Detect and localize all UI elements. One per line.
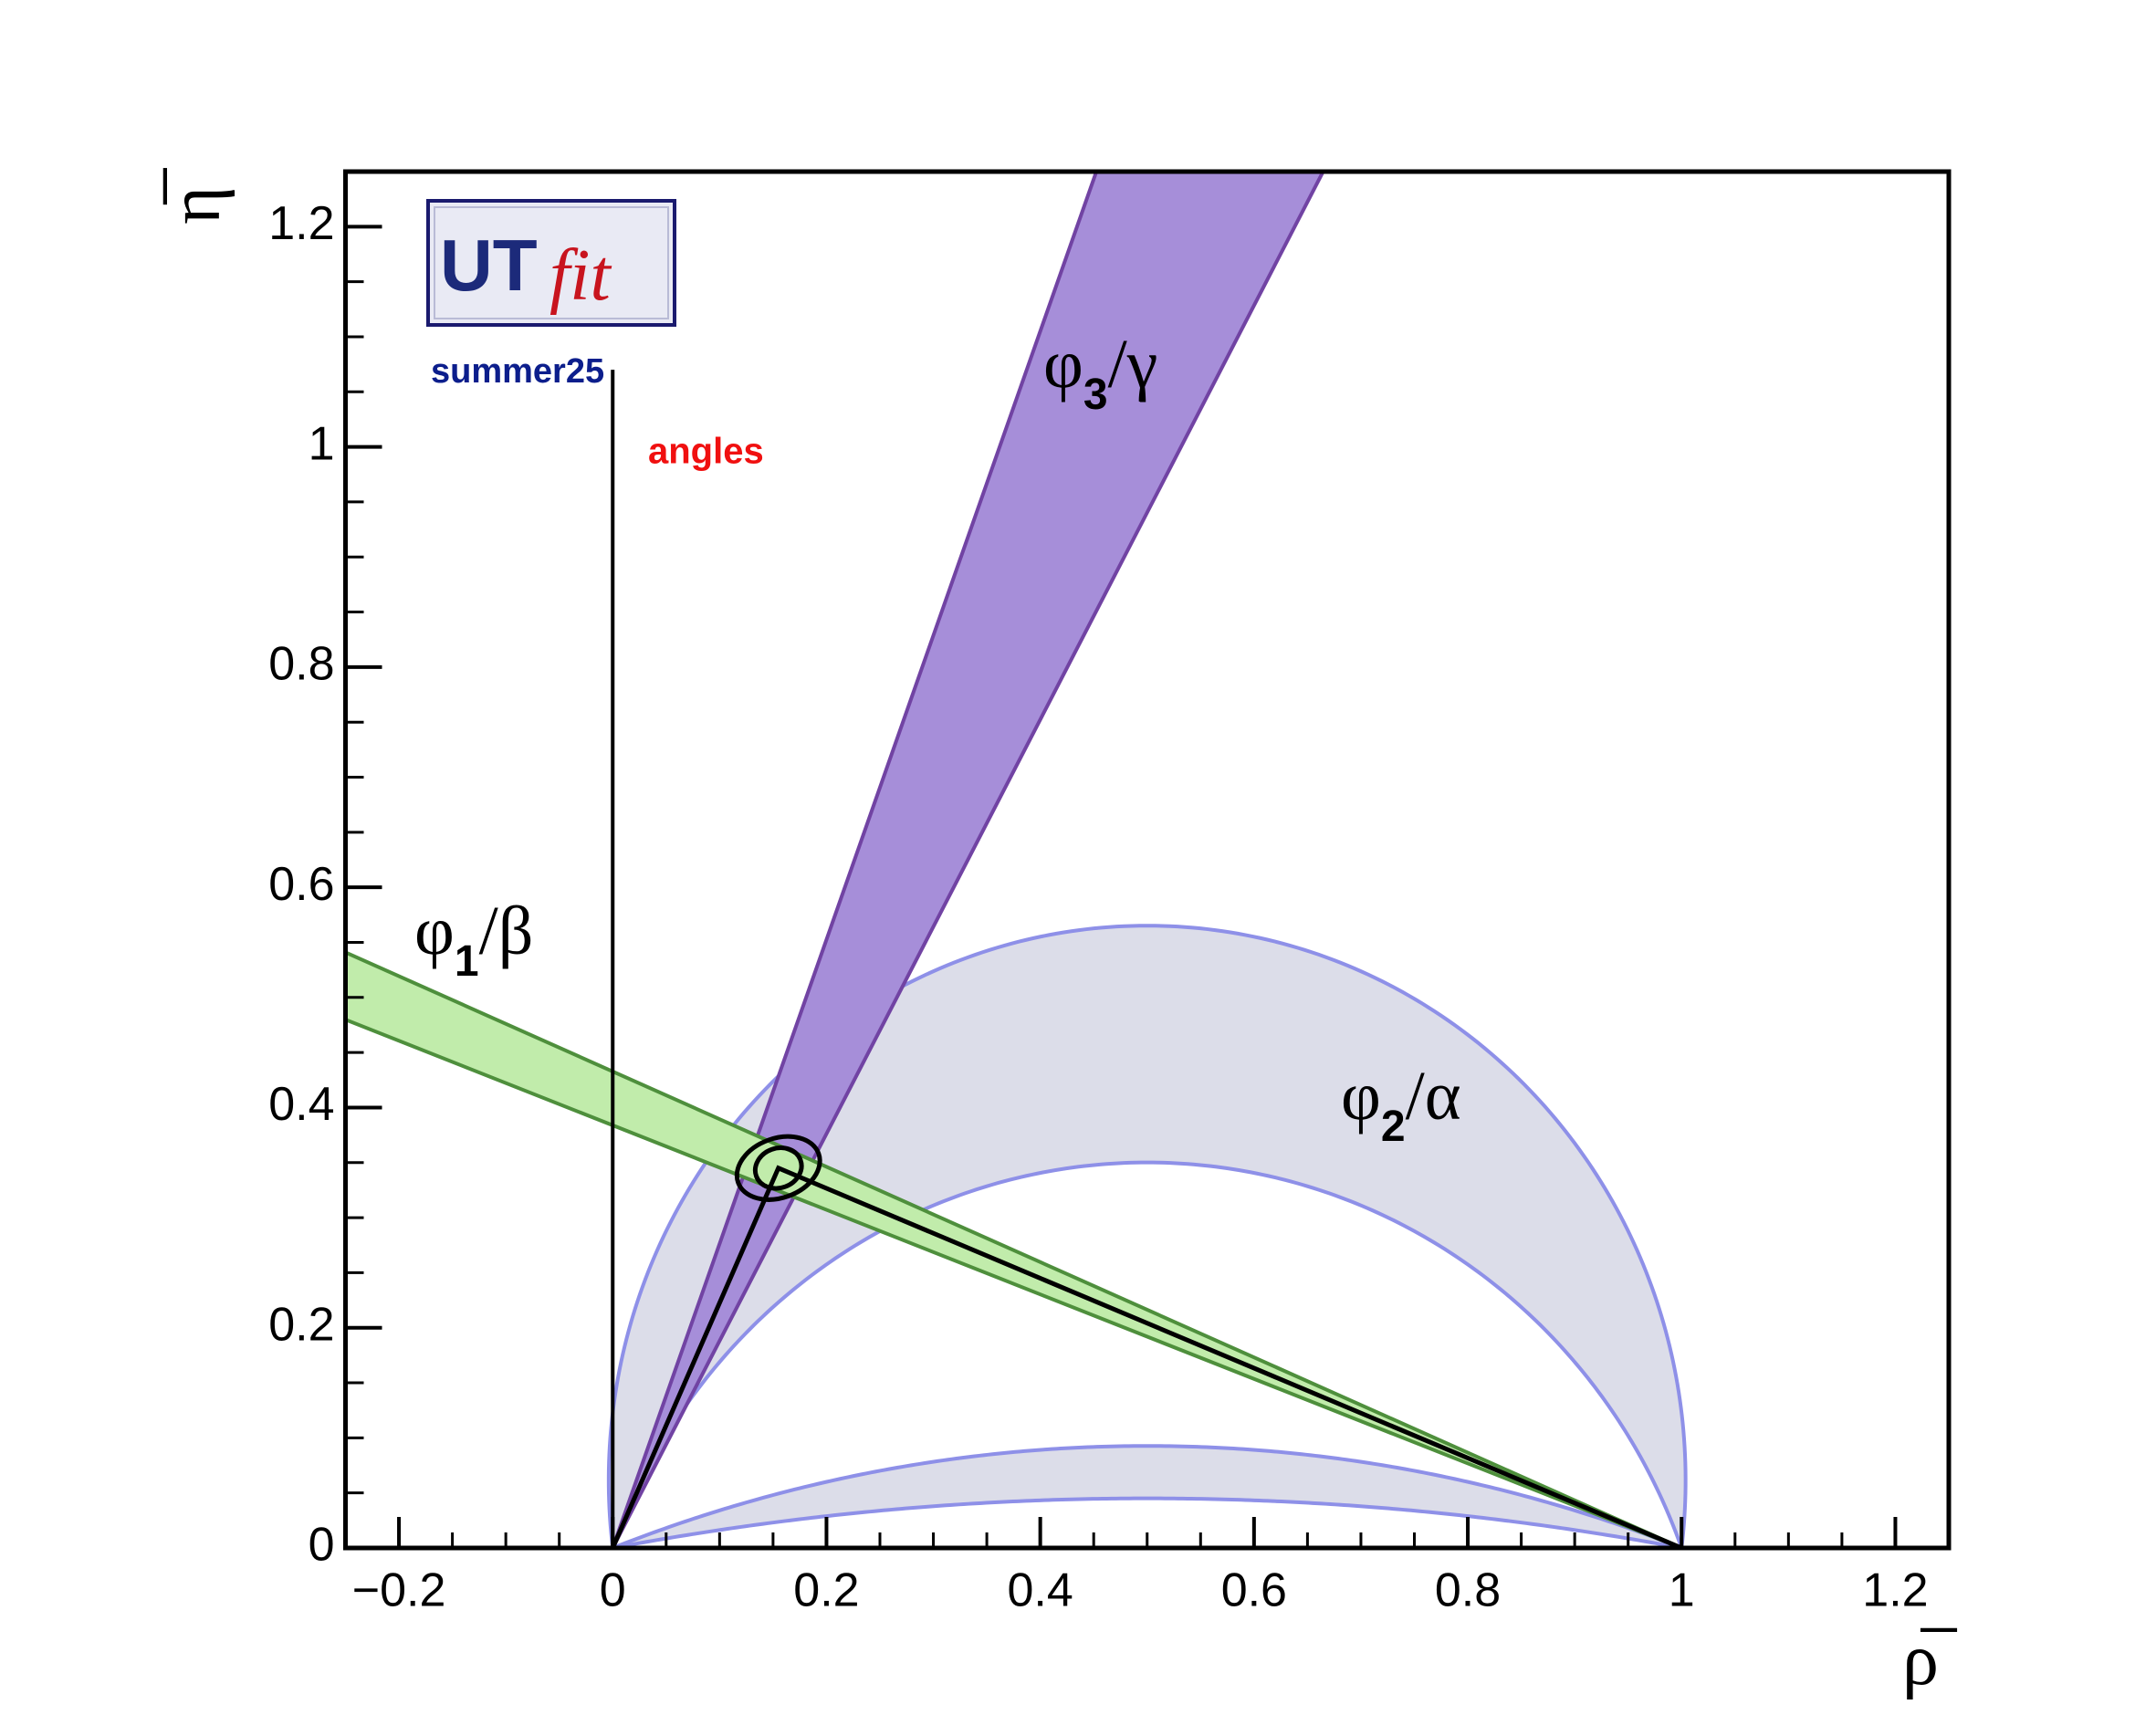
beta-edge xyxy=(345,950,1683,1548)
y-tick-label: 0 xyxy=(309,1519,335,1572)
x-axis-label: ρ̅ xyxy=(1902,1620,1958,1700)
logo-inner-box xyxy=(434,206,669,319)
constraint-label: φ1/β xyxy=(414,893,533,986)
alpha-edge xyxy=(611,1160,1684,1548)
tag-label: angles xyxy=(648,432,764,472)
constraint-label: φ2/α xyxy=(1341,1058,1461,1151)
y-tick-label: 1.2 xyxy=(268,197,334,250)
beta-edge xyxy=(345,1017,1682,1548)
y-tick-label: 0.6 xyxy=(268,858,334,911)
x-tick-label: 1 xyxy=(1669,1564,1695,1617)
triangle xyxy=(610,1165,1683,1548)
gamma-edge xyxy=(611,172,1325,1548)
alpha-region xyxy=(608,925,1686,1548)
label-tail: /β xyxy=(479,893,534,969)
label-symbol: φ xyxy=(1043,326,1083,403)
y-tick-label: 1 xyxy=(309,417,335,470)
gamma-band xyxy=(612,172,1324,1548)
alpha-edge xyxy=(612,1496,1682,1548)
x-tick-label: 1.2 xyxy=(1862,1564,1928,1617)
label-symbol: φ xyxy=(1341,1058,1381,1135)
y-axis-label: η̅ xyxy=(155,167,235,225)
label-symbol: φ xyxy=(414,893,455,969)
constraint-label: φ3/γ xyxy=(1043,326,1157,419)
x-tick-label: 0 xyxy=(600,1564,626,1617)
y-tick-label: 0.4 xyxy=(268,1078,334,1131)
x-tick-label: 0.4 xyxy=(1008,1564,1073,1617)
y-tick-label: 0.8 xyxy=(268,638,334,691)
label-subscript: 1 xyxy=(455,937,479,986)
plot-area xyxy=(345,172,1688,1548)
label-subscript: 2 xyxy=(1381,1103,1406,1151)
x-tick-label: 0.2 xyxy=(793,1564,859,1617)
y-tick-label: 0.2 xyxy=(268,1298,334,1351)
logo-box xyxy=(426,199,676,327)
contour xyxy=(734,1134,822,1202)
alpha-edge xyxy=(612,1444,1682,1548)
logo-sub: fit xyxy=(549,235,612,316)
edition-label: summer25 xyxy=(431,352,604,391)
label-tail: /α xyxy=(1406,1058,1461,1135)
logo: UT fit xyxy=(426,199,676,327)
alpha-edge xyxy=(606,924,1688,1548)
contour xyxy=(752,1145,804,1191)
beta-band xyxy=(345,952,1682,1548)
gamma-edge xyxy=(611,172,1099,1548)
label-subscript: 3 xyxy=(1083,371,1108,419)
x-tick-label: −0.2 xyxy=(352,1564,446,1617)
x-tick-label: 0.6 xyxy=(1221,1564,1287,1617)
logo-main: UT xyxy=(440,225,538,306)
x-tick-label: 0.8 xyxy=(1435,1564,1501,1617)
label-tail: /γ xyxy=(1108,326,1158,403)
